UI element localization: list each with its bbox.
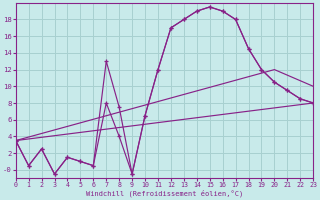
X-axis label: Windchill (Refroidissement éolien,°C): Windchill (Refroidissement éolien,°C) — [86, 190, 243, 197]
